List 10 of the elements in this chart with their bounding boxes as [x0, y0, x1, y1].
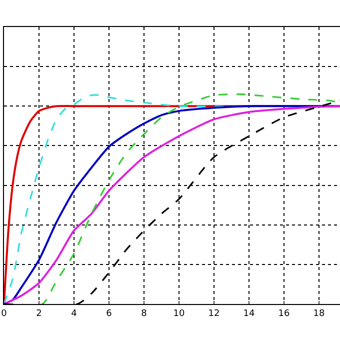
x-tick-label: 2: [36, 308, 42, 319]
x-tick-label: 8: [141, 308, 148, 319]
x-tick-label: 18: [313, 308, 325, 319]
x-tick-label: 10: [173, 308, 185, 319]
x-tick-label: 16: [278, 308, 290, 319]
x-tick-label: 12: [208, 308, 220, 319]
x-tick-label: 6: [106, 308, 112, 319]
x-tick-label: 4: [71, 308, 78, 319]
x-tick-label: 0: [1, 308, 8, 319]
x-tick-label: 14: [243, 308, 255, 319]
